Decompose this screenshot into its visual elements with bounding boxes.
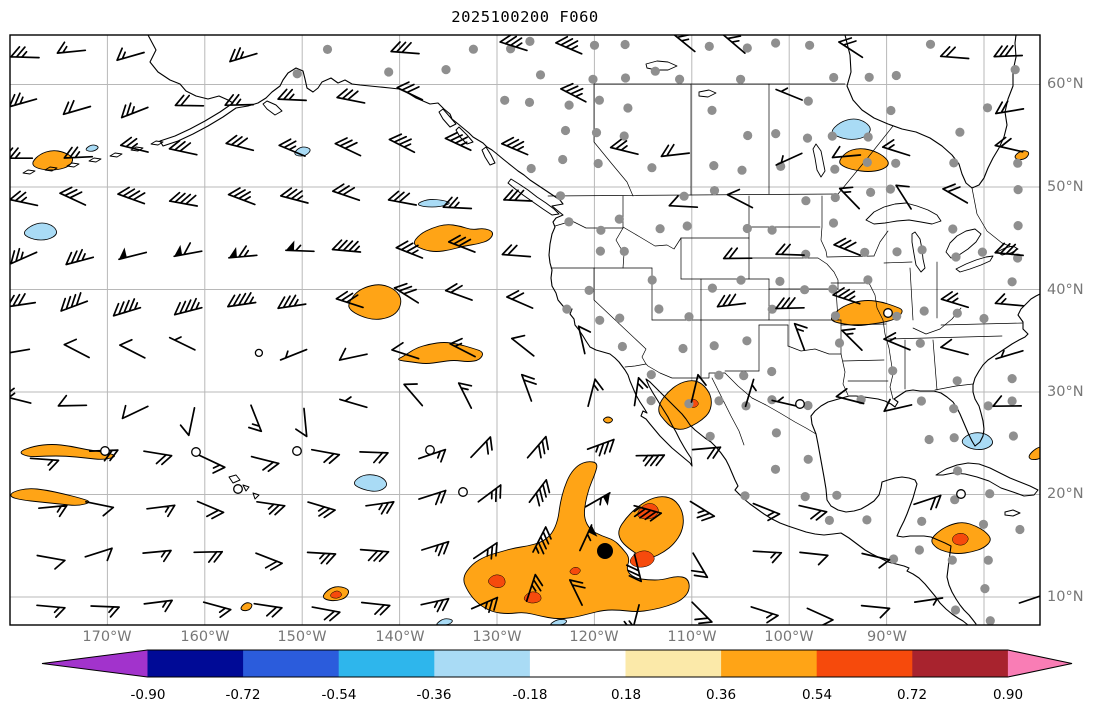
colorbar-tick-label: -0.54 [321, 687, 357, 703]
colorbar-tick-label: 0.90 [992, 687, 1024, 703]
colorbar-tick-label: 0.18 [610, 687, 642, 703]
colorbar-tick-label: 0.72 [896, 687, 928, 703]
lon-tick-label: 100°W [764, 629, 814, 645]
lon-tick-label: 120°W [569, 629, 619, 645]
colorbar-tick-label: -0.36 [416, 687, 452, 703]
lon-tick-label: 110°W [667, 629, 717, 645]
colorbar-tick-label: 0.54 [801, 687, 833, 703]
lon-tick-label: 130°W [472, 629, 522, 645]
colorbar-tick-label: -0.18 [512, 687, 548, 703]
lon-tick-label: 150°W [277, 629, 327, 645]
lat-tick-label: 20°N [1047, 486, 1084, 502]
lat-tick-label: 50°N [1047, 179, 1084, 195]
colorbar-tick-label: 0.36 [705, 687, 737, 703]
lon-tick-label: 90°W [866, 629, 908, 645]
lon-tick-label: 170°W [82, 629, 132, 645]
lat-tick-label: 10°N [1047, 589, 1084, 605]
lat-tick-label: 30°N [1047, 384, 1084, 400]
lon-tick-label: 160°W [180, 629, 230, 645]
plot-title: 2025100200 F060 [451, 8, 599, 26]
colorbar-tick-label: -0.90 [130, 687, 166, 703]
lon-tick-label: 140°W [375, 629, 425, 645]
lat-tick-label: 40°N [1047, 282, 1084, 298]
lat-tick-label: 60°N [1047, 76, 1084, 92]
colorbar-tick-label: -0.72 [225, 687, 261, 703]
